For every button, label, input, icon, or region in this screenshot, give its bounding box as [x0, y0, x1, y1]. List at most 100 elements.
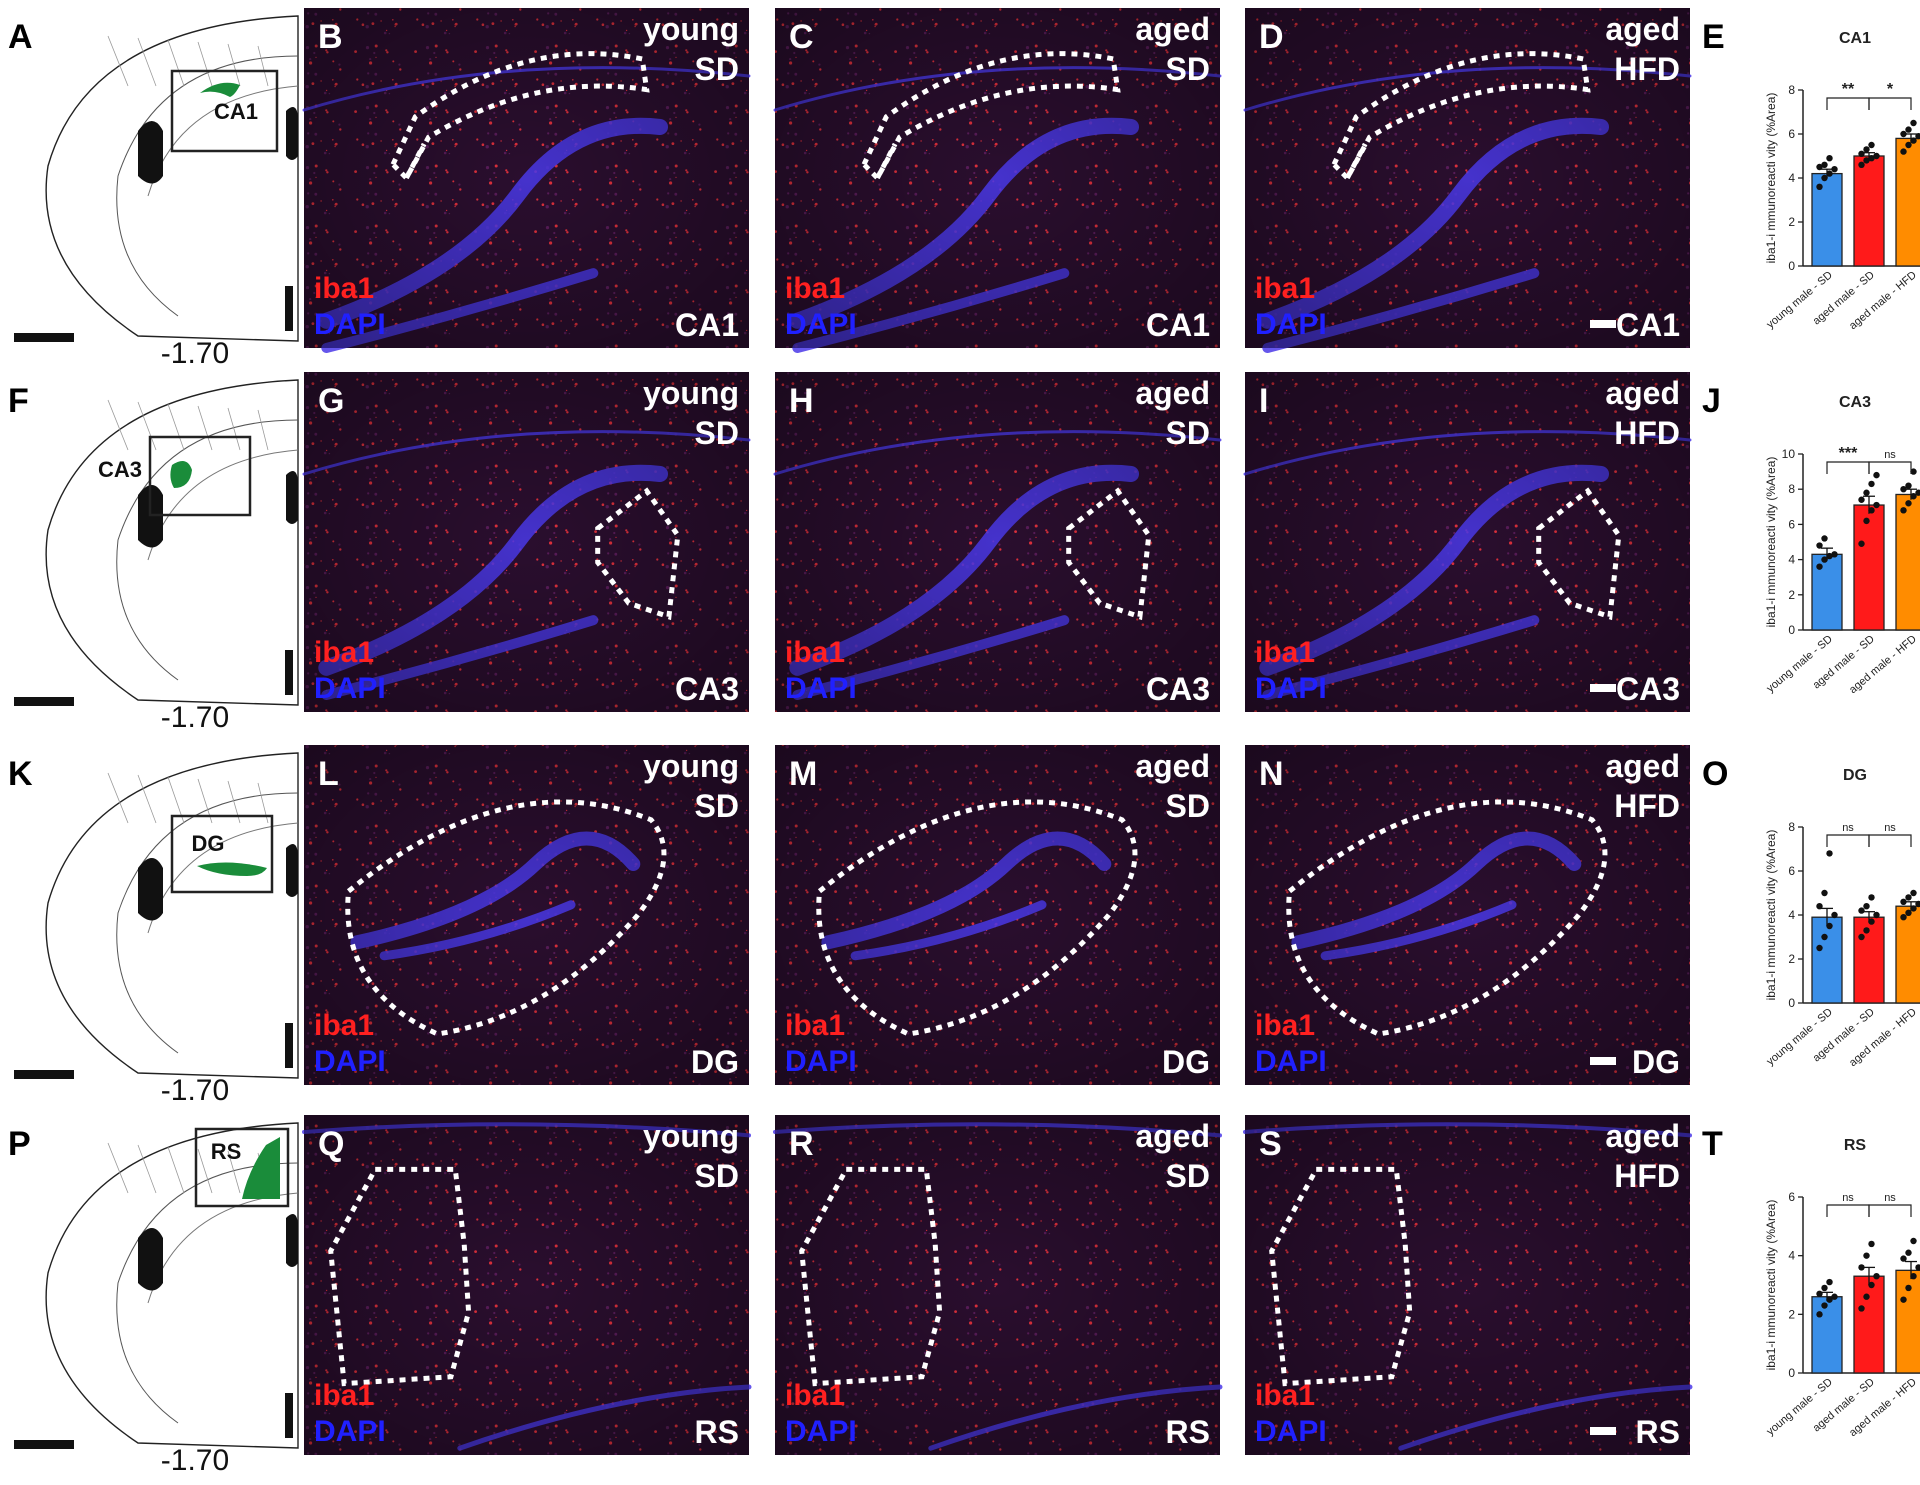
data-point — [1821, 889, 1828, 897]
roi-outline — [799, 1166, 943, 1387]
chart-title: DG — [1843, 767, 1867, 784]
atlas-line — [227, 1150, 241, 1194]
roi-outline — [1331, 51, 1591, 183]
data-point — [1858, 161, 1865, 168]
data-point — [1863, 1252, 1870, 1259]
age-label: aged — [1135, 11, 1210, 47]
counterstain-label: DAPI — [314, 308, 386, 341]
roi-outline — [328, 1166, 472, 1387]
data-point — [1905, 894, 1912, 901]
brain-outline — [45, 752, 299, 1079]
significance-bracket — [1826, 461, 1870, 474]
data-point — [1905, 126, 1912, 133]
marker-label: iba1 — [785, 272, 845, 305]
data-point — [1863, 146, 1870, 153]
bar — [1811, 916, 1843, 1004]
y-tick-label: 2 — [1788, 588, 1795, 602]
counterstain-label: DAPI — [785, 308, 857, 341]
data-point — [1831, 1293, 1838, 1300]
bar — [1853, 155, 1885, 267]
data-point — [1900, 1296, 1907, 1303]
atlas-dg: DG -1.70 — [14, 752, 299, 1107]
atlas-ca3: CA3 -1.70 — [14, 379, 299, 734]
panel-letter: D — [1259, 18, 1284, 56]
age-label: aged — [1605, 11, 1680, 47]
diet-label: HFD — [1614, 51, 1680, 87]
ventricle — [286, 471, 298, 524]
y-tick-label: 8 — [1788, 83, 1795, 97]
significance-label: ** — [1842, 81, 1855, 98]
data-point — [1826, 1278, 1833, 1286]
atlas-line — [107, 399, 129, 451]
atlas-coordinate: -1.70 — [161, 337, 229, 370]
region-label: RS — [695, 1414, 739, 1450]
chart-ca1: E CA1 0 2 4 6 8 iba1-i mmunoreacti vity (%Area)… — [1702, 18, 1920, 332]
data-point — [1915, 133, 1920, 140]
cortex-line — [116, 419, 299, 681]
data-point — [1873, 471, 1880, 479]
region-label: CA3 — [1616, 671, 1680, 707]
marker-label: iba1 — [785, 636, 845, 669]
data-point — [1905, 500, 1912, 507]
chart-title: CA1 — [1839, 30, 1871, 47]
data-point — [1821, 1284, 1828, 1292]
atlas-region-box — [194, 1127, 290, 1208]
ventricle — [138, 1228, 163, 1291]
y-tick-label: 4 — [1788, 1249, 1795, 1263]
atlas-region-box — [170, 814, 274, 894]
atlas-line — [107, 772, 129, 824]
vignette-overlay — [1245, 745, 1690, 1085]
data-point — [1821, 535, 1828, 542]
atlas-region-label: DG — [192, 831, 225, 856]
ventricle — [286, 844, 298, 897]
ventricle — [138, 858, 163, 921]
counterstain-label: DAPI — [314, 1045, 386, 1078]
significance-label: *** — [1839, 445, 1858, 462]
data-point — [1826, 170, 1833, 177]
panel-letter: O — [1702, 755, 1728, 793]
atlas-line — [137, 1144, 157, 1194]
atlas-line — [137, 774, 157, 824]
y-axis-label: iba1-i mmunoreacti vity (%Area) — [1764, 1200, 1778, 1371]
marker-label: iba1 — [785, 1009, 845, 1042]
age-label: aged — [1135, 748, 1210, 784]
marker-label: iba1 — [314, 1379, 374, 1412]
bar — [1895, 905, 1920, 1004]
atlas-ca1: CA1 -1.70 — [14, 15, 299, 370]
vignette-overlay — [1245, 8, 1690, 348]
region-label: CA1 — [1616, 307, 1680, 343]
atlas-region-label: RS — [211, 1139, 242, 1164]
significance-bracket — [1868, 97, 1912, 110]
data-point — [1873, 1273, 1880, 1280]
marker-label: iba1 — [314, 272, 374, 305]
data-point — [1821, 161, 1828, 168]
counterstain-label: DAPI — [314, 672, 386, 705]
chart-ca3: J CA3 0 2 4 6 8 10 iba1-i mmunoreacti vity (%Are… — [1702, 382, 1920, 696]
atlas-region-box — [148, 435, 252, 517]
diet-label: SD — [1166, 788, 1210, 824]
significance-label: ns — [1884, 1192, 1896, 1204]
diet-label: HFD — [1614, 415, 1680, 451]
data-point — [1816, 542, 1823, 549]
region-label: RS — [1166, 1414, 1210, 1450]
age-label: young — [643, 375, 739, 411]
vignette-overlay — [304, 745, 749, 1085]
ventricle — [285, 286, 293, 331]
y-tick-label: 6 — [1788, 517, 1795, 531]
data-point — [1905, 1284, 1912, 1292]
atlas-line — [197, 41, 213, 87]
y-tick-label: 6 — [1788, 1190, 1795, 1204]
panel-letter: N — [1259, 755, 1284, 793]
data-point — [1821, 933, 1828, 941]
data-point — [1858, 933, 1865, 941]
y-tick-label: 0 — [1788, 623, 1795, 637]
vignette-overlay — [775, 745, 1220, 1085]
panel-letter: E — [1702, 18, 1725, 56]
data-point — [1910, 905, 1917, 912]
y-axis-label: iba1-i mmunoreacti vity (%Area) — [1764, 830, 1778, 1001]
panel-letter: I — [1259, 382, 1268, 420]
panel-letter: P — [8, 1125, 31, 1163]
